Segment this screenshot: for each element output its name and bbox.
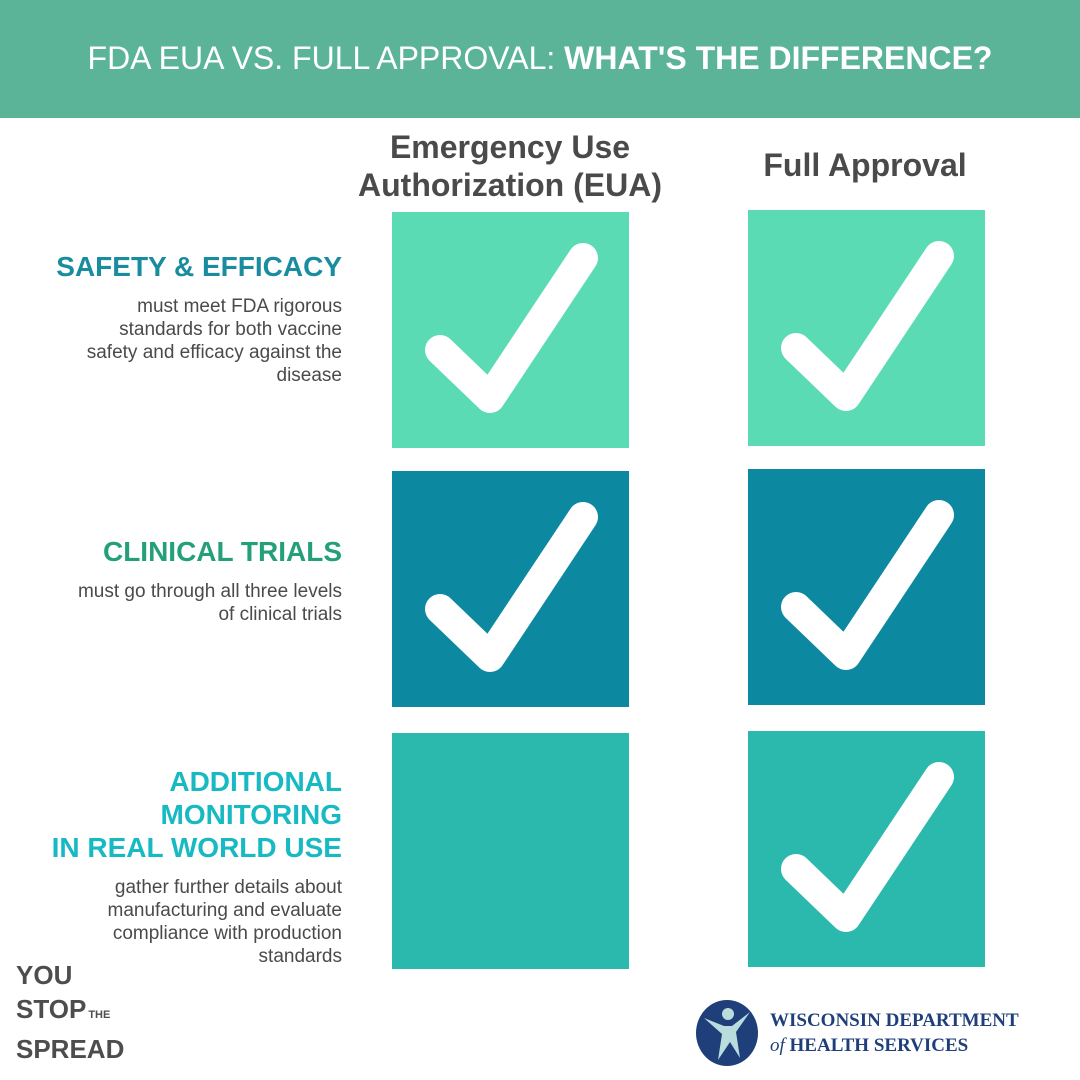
- you-stop-the-spread-logo: YOU STOP THE SPREAD: [16, 960, 125, 1064]
- row-heading-safety: SAFETY & EFFICACY: [56, 251, 342, 282]
- header-banner: FDA EUA VS. FULL APPROVAL: WHAT'S THE DI…: [0, 0, 1080, 118]
- row-description-safety: must meet FDA rigorous standards for both…: [86, 296, 342, 386]
- row-heading-monitoring: ADDITIONAL MONITORING IN REAL WORLD USE: [51, 766, 342, 863]
- checkmark-icon: [425, 502, 598, 672]
- box-full-row-1: [748, 210, 985, 446]
- row-clinical-trials: CLINICAL TRIALS must go through all thre…: [10, 535, 342, 626]
- box-full-row-3: [748, 731, 985, 967]
- checkmark-icon: [781, 500, 954, 670]
- row-monitoring: ADDITIONAL MONITORING IN REAL WORLD USE g…: [10, 765, 342, 968]
- row-description-monitoring: gather further details about manufacturin…: [107, 877, 343, 967]
- box-eua-row-2: [392, 471, 629, 707]
- box-eua-row-1: [392, 212, 629, 448]
- box-eua-row-3: [392, 733, 629, 969]
- checkmark-icon: [425, 243, 598, 413]
- column-header-full-approval: Full Approval: [763, 147, 967, 183]
- column-header-eua: Emergency Use Authorization (EUA): [358, 129, 662, 203]
- dhs-emblem-icon: [696, 1000, 758, 1066]
- checkmark-icon: [781, 241, 954, 411]
- checkmark-icon: [781, 762, 954, 932]
- row-heading-clinical-trials: CLINICAL TRIALS: [102, 536, 342, 567]
- wisconsin-dhs-logo: WISCONSIN DEPARTMENT of HEALTH SERVICES: [694, 1000, 1019, 1066]
- box-full-row-2: [748, 469, 985, 705]
- row-description-clinical-trials: must go through all three levels of clini…: [77, 581, 342, 625]
- page-title: FDA EUA VS. FULL APPROVAL: WHAT'S THE DI…: [87, 40, 993, 76]
- row-safety: SAFETY & EFFICACY must meet FDA rigorous…: [10, 250, 342, 387]
